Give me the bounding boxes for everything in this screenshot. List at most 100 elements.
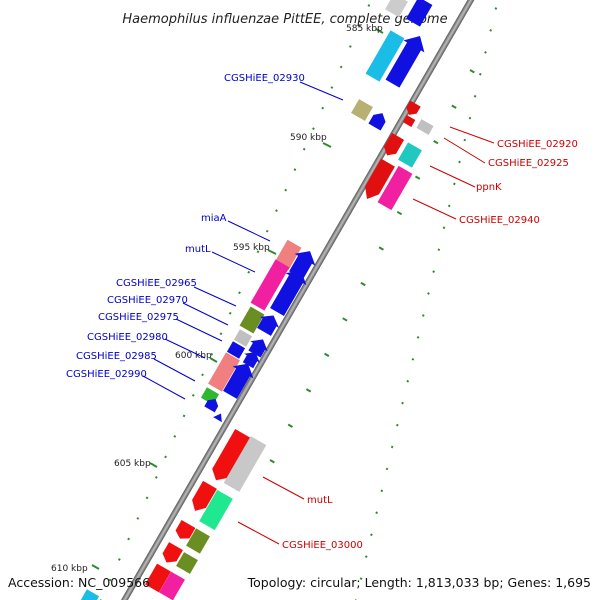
ring-tick-inner-3 [339,65,343,69]
left-gene-labels: CGSHiEE_02930 miaA mutL CGSHiEE_02965 CG… [66,73,305,380]
map-title: Haemophilus influenzae PittEE, complete … [122,12,447,27]
gene-grey-top-edge[interactable] [385,0,408,18]
ring-tick-outer-13 [427,292,430,295]
label-cgshiee-02975[interactable]: CGSHiEE_02975 [98,312,179,323]
gene-cyan-bottom-edge[interactable] [80,589,100,600]
ring-tick-outer-22 [380,489,384,493]
ring-tick-outer-21 [385,467,389,471]
gene-blue-top-arrow[interactable] [382,30,430,90]
label-mutl-left[interactable]: mutL [185,244,211,255]
gene-red-lower-long[interactable] [208,428,251,485]
gene-pink-miaa[interactable] [274,239,302,271]
gc-tick-right-3 [414,175,421,180]
gene-magenta-02940[interactable] [377,165,413,211]
gene-olive-lower-2[interactable] [176,552,198,574]
gene-magenta-lower[interactable] [159,571,185,600]
gene-olive-lower[interactable] [186,528,210,554]
ring-tick-inner-18 [201,373,204,377]
label-miaa[interactable]: miaA [201,213,227,224]
gc-content-ticks [269,69,475,464]
label-cgshiee-02990[interactable]: CGSHiEE_02990 [66,369,147,380]
label-ppnk[interactable]: ppnK [476,182,502,193]
gene-olive-02965[interactable] [239,306,265,334]
ring-tick-outer-18 [401,401,404,405]
ring-tick-inner-19 [191,393,195,397]
ring-tick-inner-23 [154,476,158,479]
genome-backbone [105,0,491,600]
ring-tick-inner-27 [117,558,121,561]
tick-mark-590 [322,142,332,148]
ring-tick-inner-21 [173,434,177,438]
ring-tick-inner-6 [312,127,315,130]
gene-pink-02980[interactable] [208,352,240,392]
gene-blue-arrow-c[interactable] [254,310,283,337]
gc-tick-right-9 [305,388,312,393]
gene-blue-tiny[interactable] [213,411,225,423]
gene-red-lower-4[interactable] [160,542,183,566]
accession-text: Accession: NC_009566 [8,575,150,590]
label-cgshiee-02970[interactable]: CGSHiEE_02970 [107,295,188,306]
gc-tick-right-10 [287,423,294,428]
gene-blue-arrow-b[interactable] [267,264,312,318]
gene-grey-02925[interactable] [416,119,434,135]
label-cgshiee-02965[interactable]: CGSHiEE_02965 [116,278,197,289]
tick-mark-585 [375,28,384,34]
gene-red-lower-3[interactable] [173,519,196,543]
ring-tick-inner-1 [358,24,361,28]
label-cgshiee-02985[interactable]: CGSHiEE_02985 [76,351,157,362]
gene-blue-top-edge[interactable] [406,0,433,27]
ring-tick-outer-0 [494,7,498,10]
gene-blue-02975[interactable] [226,341,246,359]
tick-label-600: 600 kbp [175,351,212,361]
coordinate-ring-ticks [100,4,498,600]
tick-label-605: 605 kbp [114,459,151,469]
ring-tick-outer-25 [364,555,368,559]
ring-tick-outer-10 [442,226,446,230]
gc-tick-right-1 [451,104,457,109]
kbp-scale: 585 kbp 590 kbp 595 kbp 600 kbp 605 kbp … [51,24,384,574]
ring-tick-outer-19 [395,423,399,427]
gene-olive-02930[interactable] [351,99,373,121]
label-cgshiee-02925[interactable]: CGSHiEE_02925 [488,158,569,169]
gene-grey-mutl[interactable] [223,436,267,492]
gene-red-upper[interactable] [381,132,405,159]
gene-grey-02970[interactable] [233,329,253,347]
label-cgshiee-02920[interactable]: CGSHiEE_02920 [497,139,578,150]
gene-blue-02990[interactable] [204,396,220,413]
ring-tick-outer-24 [370,533,373,537]
label-cgshiee-02980[interactable]: CGSHiEE_02980 [87,332,168,343]
gene-red-lower-2[interactable] [188,480,217,515]
gene-teal-ppnk[interactable] [398,142,422,168]
gc-tick-right-4 [396,210,403,216]
gene-magenta-mutl[interactable] [250,259,290,311]
ring-tick-outer-11 [437,248,441,252]
gene-red-long[interactable] [360,158,395,203]
right-gene-labels: CGSHiEE_02920 CGSHiEE_02925 ppnK CGSHiEE… [282,139,578,551]
gc-tick-right-11 [269,459,275,464]
ring-tick-outer-16 [411,357,415,361]
genome-summary-text: Topology: circular; Length: 1,813,033 bp… [247,575,591,590]
ring-tick-inner-26 [127,537,130,541]
label-cgshiee-02940[interactable]: CGSHiEE_02940 [459,215,540,226]
ring-tick-inner-7 [302,147,306,151]
ring-tick-outer-17 [406,379,410,383]
label-mutl-right[interactable]: mutL [307,495,333,506]
label-cgshiee-02930[interactable]: CGSHiEE_02930 [224,73,305,84]
gc-tick-right-5 [378,246,384,251]
tick-mark-605 [149,462,158,468]
gene-cyan-top[interactable] [365,30,405,82]
gc-tick-right-7 [342,317,348,322]
gene-red-02920[interactable] [404,100,421,118]
ring-tick-outer-23 [375,511,378,515]
gene-blue-small-arrow[interactable] [368,110,388,131]
gene-blue-arrow-f[interactable] [220,358,259,401]
gene-red-small-2[interactable] [402,115,416,127]
ring-tick-outer-1 [489,29,493,32]
gene-red-lower-5[interactable] [145,563,171,593]
ring-tick-inner-24 [145,496,149,500]
tick-mark-595 [267,249,277,255]
label-cgshiee-03000[interactable]: CGSHiEE_03000 [282,540,363,551]
gene-spring-green-03000[interactable] [199,489,233,531]
tick-label-610: 610 kbp [51,564,88,574]
